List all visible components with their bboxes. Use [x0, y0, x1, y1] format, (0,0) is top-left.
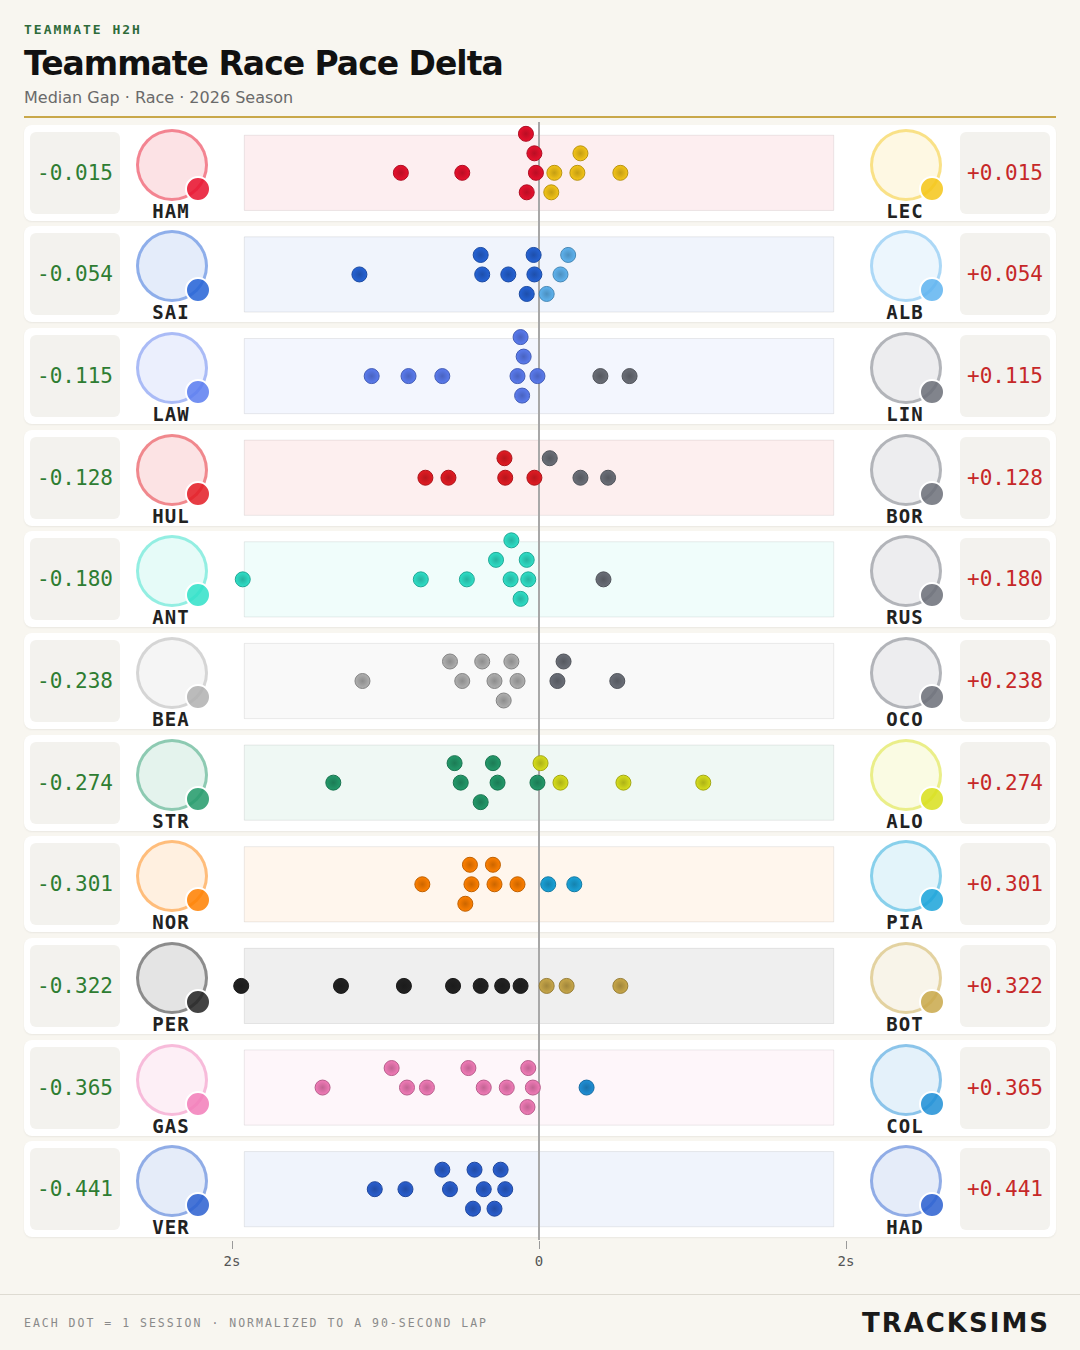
html-text:VER: VER — [152, 1216, 190, 1239]
html-text:-0.238: -0.238 — [37, 669, 113, 693]
html-text:+0.274: +0.274 — [967, 770, 1043, 795]
html-text:TRACKSIMS: TRACKSIMS — [861, 1308, 1050, 1338]
html-text:-0.128: -0.128 — [37, 465, 113, 490]
html-text:-0.441: -0.441 — [37, 1177, 113, 1202]
html-text:+0.301: +0.301 — [967, 872, 1043, 897]
html-text:-0.322: -0.322 — [37, 973, 113, 998]
html-text:+0.238: +0.238 — [967, 669, 1043, 693]
html-text:SAI: SAI — [152, 301, 190, 324]
svg-text:2s: 2s — [838, 1253, 855, 1269]
html-text:HAM: HAM — [152, 199, 190, 222]
html-text:RUS: RUS — [886, 606, 924, 629]
html-text:LEC: LEC — [886, 199, 924, 222]
html-text:-0.115: -0.115 — [37, 364, 113, 389]
html-text:EACH DOT = 1 SESSION · NORMALI: EACH DOT = 1 SESSION · NORMALIZED TO A 9… — [24, 1316, 488, 1330]
html-text:-0.054: -0.054 — [37, 262, 113, 287]
html-text:-0.015: -0.015 — [37, 160, 113, 185]
html-text:ANT: ANT — [152, 606, 190, 629]
html-text:-0.180: -0.180 — [37, 567, 113, 592]
html-text:+0.180: +0.180 — [967, 567, 1043, 592]
html-text:-0.274: -0.274 — [37, 770, 113, 795]
html-text:HAD: HAD — [886, 1216, 924, 1239]
html-text:PIA: PIA — [886, 911, 924, 934]
html-text:LAW: LAW — [152, 403, 190, 426]
html-text:ALB: ALB — [886, 301, 924, 324]
html-text:+0.322: +0.322 — [967, 973, 1043, 998]
html-text:-0.301: -0.301 — [37, 872, 113, 897]
html-text:HUL: HUL — [152, 504, 190, 527]
html-text:+0.054: +0.054 — [967, 262, 1043, 287]
html-text:Teammate Race Pace Delta: Teammate Race Pace Delta — [24, 44, 503, 83]
svg-text:0: 0 — [535, 1253, 543, 1269]
html-text:+0.015: +0.015 — [967, 160, 1043, 185]
html-text:+0.128: +0.128 — [967, 465, 1043, 490]
html-text:+0.441: +0.441 — [967, 1177, 1043, 1202]
html-text:GAS: GAS — [152, 1114, 190, 1137]
html-text:OCO: OCO — [886, 708, 924, 730]
html-text:Median Gap · Race · 2026 Seaso: Median Gap · Race · 2026 Season — [24, 88, 294, 107]
html-text:COL: COL — [886, 1114, 924, 1137]
html-text:STR: STR — [152, 809, 190, 832]
html-text:+0.115: +0.115 — [967, 364, 1043, 389]
html-text:BEA: BEA — [152, 708, 190, 730]
html-text:-0.365: -0.365 — [37, 1075, 113, 1100]
html-text:ALO: ALO — [886, 809, 924, 832]
html-text:BOR: BOR — [886, 504, 924, 527]
html-text:PER: PER — [152, 1012, 190, 1035]
html-text:LIN: LIN — [886, 403, 924, 426]
html-text:TEAMMATE H2H: TEAMMATE H2H — [24, 22, 142, 37]
html-text:NOR: NOR — [152, 911, 190, 934]
html-text:+0.365: +0.365 — [967, 1075, 1043, 1100]
svg-text:2s: 2s — [224, 1253, 241, 1269]
html-text:BOT: BOT — [886, 1012, 924, 1035]
